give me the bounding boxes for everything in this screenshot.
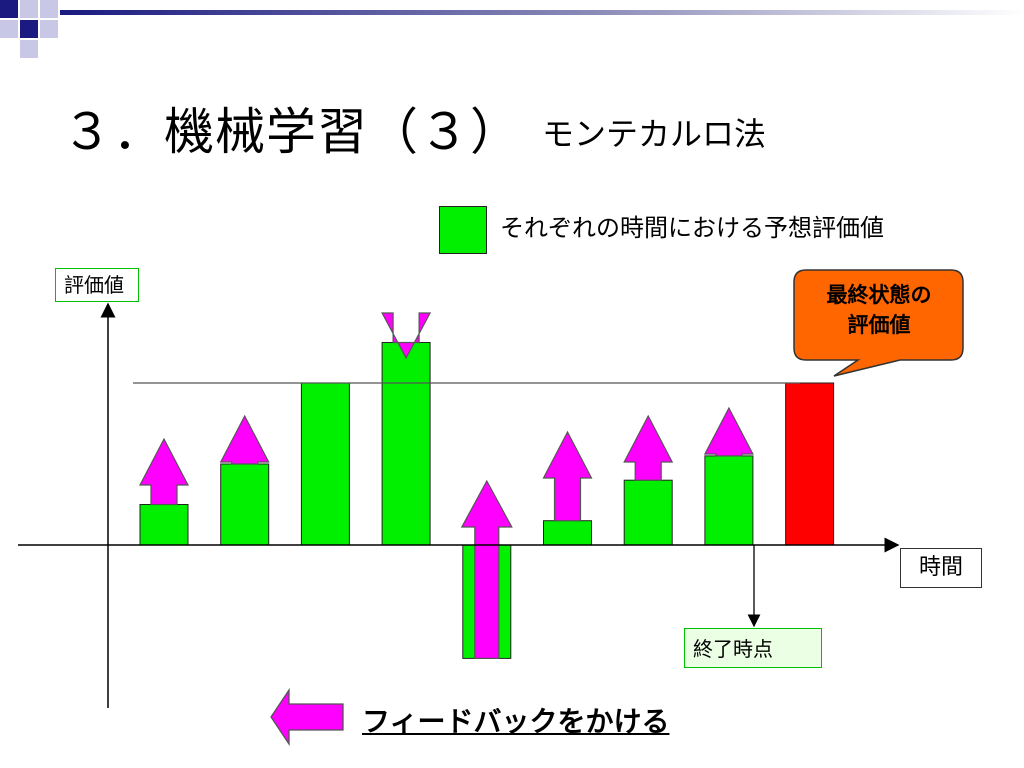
bar-7: [623, 479, 673, 546]
header-gradient-bar: [60, 10, 1024, 15]
feedback-arrow-up: [219, 414, 270, 465]
deco-square: [20, 0, 38, 18]
bar-1: [139, 504, 189, 546]
bar-2: [220, 463, 270, 546]
slide-title: ３．機械学習（３）: [62, 103, 521, 161]
feedback-arrow-down: [381, 312, 432, 360]
feedback-arrows-layer: [139, 312, 754, 659]
deco-square: [20, 40, 38, 58]
x-axis-label: 時間: [900, 548, 982, 588]
deco-square: [0, 20, 18, 38]
legend-swatch: [439, 206, 487, 254]
y-axis-label: 評価値: [55, 268, 139, 302]
deco-square: [0, 0, 18, 18]
callout-line-2: 評価値: [847, 313, 911, 337]
feedback-arrow-up: [542, 430, 593, 522]
bar-9: [785, 382, 835, 546]
feedback-legend-arrow: [270, 687, 344, 747]
deco-square: [40, 0, 58, 18]
deco-square: [40, 20, 58, 38]
bar-8: [704, 455, 754, 546]
callout-text: 最終状態の 評価値: [795, 280, 963, 340]
final-value-callout: [793, 269, 964, 377]
header-decoration: [0, 0, 1024, 58]
bars-layer: [139, 342, 835, 659]
slide-subtitle: モンテカルロ法: [542, 115, 767, 153]
feedback-arrow-up: [139, 437, 189, 506]
end-time-label: 終了時点: [684, 628, 822, 668]
bar-6: [543, 520, 592, 546]
feedback-arrow-up: [703, 406, 754, 457]
feedback-arrow-up: [623, 414, 674, 481]
legend-label: それぞれの時間における予想評価値: [500, 214, 884, 242]
bar-3: [300, 382, 350, 546]
callout-line-1: 最終状態の: [826, 283, 932, 307]
feedback-arrow-up: [460, 479, 513, 659]
bar-4: [381, 342, 431, 546]
footer-text: フィードバックをかける: [362, 705, 670, 738]
deco-square: [20, 20, 38, 38]
